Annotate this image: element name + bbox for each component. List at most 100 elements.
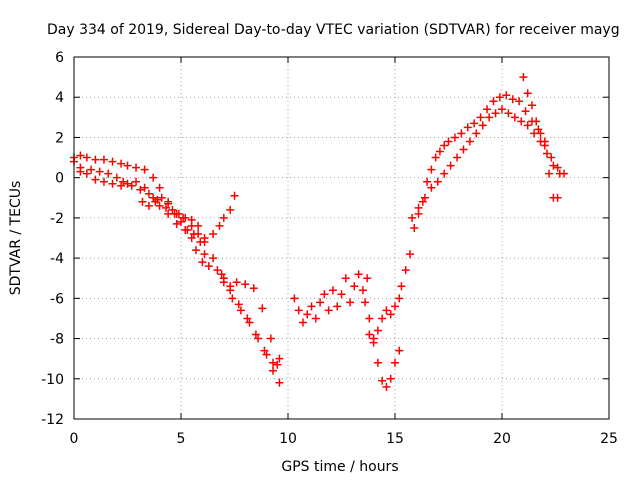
- data-point: [269, 358, 278, 367]
- data-point: [476, 113, 485, 122]
- data-point: [534, 125, 543, 134]
- data-point: [378, 376, 387, 385]
- plot-frame: [73, 56, 610, 420]
- data-point: [123, 179, 132, 188]
- data-point: [517, 117, 526, 126]
- data-point: [508, 95, 517, 104]
- data-point: [132, 163, 141, 172]
- data-point: [298, 318, 307, 327]
- data-point: [228, 294, 237, 303]
- data-point: [365, 330, 374, 339]
- data-point: [177, 217, 185, 226]
- data-point: [523, 121, 532, 130]
- data-point: [260, 346, 269, 355]
- data-point: [420, 193, 429, 202]
- data-point: [294, 306, 303, 315]
- data-point: [536, 129, 545, 138]
- data-point: [249, 284, 258, 293]
- data-point: [373, 326, 382, 335]
- data-point: [108, 157, 117, 166]
- data-point: [502, 91, 511, 100]
- data-point: [157, 193, 166, 202]
- data-point: [226, 205, 235, 214]
- x-tick-label: 10: [279, 431, 297, 447]
- data-point: [311, 314, 320, 323]
- data-point: [545, 169, 554, 178]
- data-point: [408, 213, 417, 222]
- y-tick-label: 4: [55, 90, 64, 106]
- data-point: [354, 270, 363, 279]
- data-point: [136, 185, 145, 194]
- data-point: [254, 334, 263, 343]
- data-point: [149, 173, 158, 182]
- data-point: [144, 189, 153, 198]
- data-point: [395, 294, 404, 303]
- data-point: [262, 350, 271, 359]
- data-point: [258, 304, 267, 313]
- data-point: [510, 113, 519, 122]
- data-point: [215, 221, 224, 230]
- data-point: [303, 310, 312, 319]
- data-point: [155, 201, 164, 210]
- data-point: [82, 169, 91, 178]
- y-tick-label: -8: [50, 332, 64, 348]
- data-point: [369, 338, 378, 347]
- data-point: [446, 161, 455, 170]
- data-point: [523, 89, 532, 98]
- data-point: [273, 360, 282, 369]
- data-point: [149, 193, 158, 202]
- data-point: [198, 258, 207, 267]
- data-point: [251, 330, 260, 339]
- data-point: [519, 73, 528, 82]
- data-point: [532, 117, 541, 126]
- y-tick-label: 6: [55, 50, 64, 66]
- data-point: [346, 298, 355, 307]
- data-point: [91, 175, 100, 184]
- data-point: [431, 153, 440, 162]
- y-axis-label: SDTVAR / TECUs: [8, 181, 24, 296]
- y-tick-label: -6: [50, 291, 64, 307]
- data-point: [401, 266, 410, 275]
- data-point: [553, 193, 562, 202]
- data-point: [162, 203, 171, 212]
- data-point: [112, 173, 121, 182]
- data-point: [140, 165, 149, 174]
- data-point: [217, 270, 226, 279]
- data-point: [76, 151, 85, 160]
- data-point: [91, 155, 100, 164]
- data-point: [440, 169, 449, 178]
- data-point: [414, 203, 423, 212]
- data-point: [515, 97, 524, 106]
- data-point: [219, 278, 228, 287]
- data-point: [275, 354, 284, 363]
- data-point: [226, 286, 235, 295]
- data-point: [427, 165, 436, 174]
- x-tick-label: 0: [70, 431, 79, 447]
- data-point: [241, 280, 250, 289]
- data-point: [181, 225, 190, 234]
- data-point: [485, 113, 494, 122]
- data-point: [99, 177, 108, 186]
- data-point: [174, 209, 183, 218]
- data-point: [316, 298, 325, 307]
- data-point: [453, 153, 462, 162]
- y-tick-label: -4: [50, 251, 64, 267]
- data-point: [440, 141, 449, 150]
- data-point: [483, 105, 492, 114]
- data-point: [382, 382, 391, 391]
- data-point: [232, 278, 241, 287]
- data-points: [70, 73, 569, 391]
- data-point: [172, 219, 181, 228]
- data-point: [463, 123, 472, 132]
- data-point: [489, 97, 498, 106]
- data-point: [386, 374, 395, 383]
- data-point: [365, 314, 374, 323]
- data-point: [386, 310, 395, 319]
- data-point: [498, 105, 506, 114]
- data-point: [418, 197, 427, 206]
- data-point: [333, 302, 342, 311]
- data-point: [397, 282, 406, 291]
- data-point: [87, 165, 96, 174]
- data-point: [266, 334, 275, 343]
